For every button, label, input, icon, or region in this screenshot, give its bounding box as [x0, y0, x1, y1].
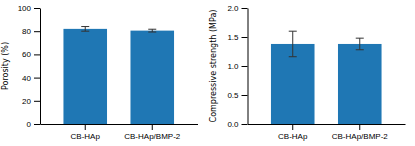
error-bar — [148, 29, 156, 32]
x-tick-mark — [85, 124, 86, 130]
x-tick: CB-HAp/BMP-2 — [124, 124, 181, 141]
figure: 0 20 40 60 80 100 CB-HAp CB-HAp/BMP-2 Porosity (… — [0, 0, 415, 146]
y-axis: 0.0 0.5 1.0 1.5 2.0 — [227, 4, 248, 129]
x-tick-mark — [359, 124, 360, 130]
chart: 0.0 0.5 1.0 1.5 2.0 CB-HAp CB-HAp/BMP-2 Compres… — [209, 4, 406, 141]
y-tick: 1.0 — [227, 62, 247, 71]
y-tick-mark — [34, 31, 40, 32]
y-tick-mark — [34, 8, 40, 9]
y-tick-label: 0 — [27, 120, 32, 129]
y-tick-label: 1.5 — [227, 33, 239, 42]
bar — [338, 44, 382, 124]
y-tick: 0.5 — [227, 91, 247, 100]
y-tick-label: 2.0 — [227, 4, 239, 13]
bar — [130, 31, 174, 124]
x-tick-label: CB-HAp — [71, 132, 101, 141]
x-axis: CB-HAp CB-HAp/BMP-2 — [41, 124, 199, 141]
error-bar-cap — [148, 29, 156, 30]
y-tick-mark — [34, 101, 40, 102]
y-tick-mark — [242, 124, 248, 125]
y-tick: 0.0 — [227, 120, 247, 129]
error-bar — [289, 31, 297, 57]
error-bar-cap — [356, 38, 364, 39]
y-tick-label: 0.5 — [227, 91, 239, 100]
y-tick: 20 — [22, 97, 40, 106]
y-axis-title: Porosity (%) — [1, 42, 10, 90]
x-tick-label: CB-HAp — [278, 132, 308, 141]
error-bar-cap — [356, 49, 364, 50]
error-bar-cap — [81, 31, 89, 32]
error-bar-cap — [289, 56, 297, 57]
x-tick-label: CB-HAp/BMP-2 — [124, 132, 181, 141]
error-bar — [81, 27, 89, 32]
y-tick-mark — [242, 37, 248, 38]
error-bar-stem — [292, 31, 293, 57]
x-tick: CB-HAp/BMP-2 — [332, 124, 389, 141]
x-tick-mark — [292, 124, 293, 130]
y-tick-label: 1.0 — [227, 62, 239, 71]
y-tick-mark — [242, 66, 248, 67]
y-tick-label: 0.0 — [227, 120, 239, 129]
error-bar-cap — [289, 31, 297, 32]
y-tick-label: 60 — [22, 50, 31, 59]
y-tick: 100 — [18, 4, 40, 13]
x-tick-label: CB-HAp/BMP-2 — [332, 132, 389, 141]
y-tick: 2.0 — [227, 4, 247, 13]
bar — [63, 29, 107, 124]
y-tick-mark — [34, 78, 40, 79]
y-axis-title: Compressive strength (MPa) — [209, 10, 218, 123]
error-bar — [356, 38, 364, 50]
x-tick-mark — [152, 124, 153, 130]
y-axis-line — [248, 9, 249, 125]
x-axis-line — [41, 124, 199, 125]
error-bar-cap — [81, 26, 89, 27]
x-axis: CB-HAp CB-HAp/BMP-2 — [248, 124, 406, 141]
error-bar-cap — [148, 32, 156, 33]
plot-area — [271, 31, 382, 124]
y-tick-label: 40 — [22, 74, 31, 83]
y-tick-mark — [242, 8, 248, 9]
y-tick: 1.5 — [227, 33, 247, 42]
y-tick-mark — [34, 124, 40, 125]
y-axis: 0 20 40 60 80 100 — [18, 4, 41, 129]
y-tick-mark — [242, 95, 248, 96]
error-bar-stem — [359, 38, 360, 50]
y-tick-label: 20 — [22, 97, 31, 106]
y-tick-label: 100 — [18, 4, 32, 13]
y-tick: 80 — [22, 27, 40, 36]
chart: 0 20 40 60 80 100 CB-HAp CB-HAp/BMP-2 Porosity (… — [1, 4, 198, 141]
y-tick-mark — [34, 54, 40, 55]
y-tick-label: 80 — [22, 27, 31, 36]
y-tick: 40 — [22, 74, 40, 83]
x-tick: CB-HAp — [278, 124, 308, 141]
y-tick: 0 — [27, 120, 40, 129]
x-tick: CB-HAp — [71, 124, 101, 141]
error-bar-stem — [85, 27, 86, 32]
y-axis-line — [40, 9, 41, 125]
plot-area — [63, 27, 174, 124]
y-tick: 60 — [22, 50, 40, 59]
x-axis-line — [248, 124, 406, 125]
